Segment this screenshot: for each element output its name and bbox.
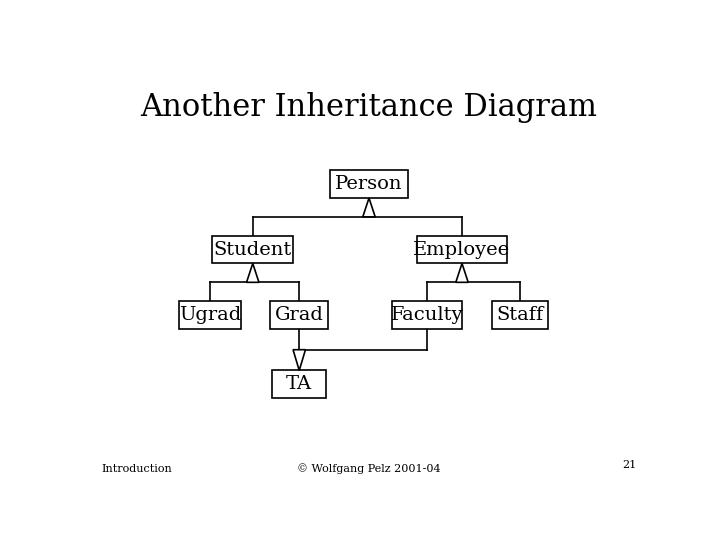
Text: Another Inheritance Diagram: Another Inheritance Diagram <box>140 92 598 123</box>
Bar <box>418 236 507 264</box>
Text: Person: Person <box>336 175 402 193</box>
Polygon shape <box>293 350 305 370</box>
Text: Ugrad: Ugrad <box>179 306 241 324</box>
Text: Student: Student <box>214 241 292 259</box>
Text: Grad: Grad <box>275 306 324 324</box>
Bar <box>179 301 241 329</box>
Bar <box>212 236 294 264</box>
Text: TA: TA <box>286 375 312 393</box>
Text: © Wolfgang Pelz 2001-04: © Wolfgang Pelz 2001-04 <box>297 464 441 475</box>
Text: Staff: Staff <box>497 306 544 324</box>
Polygon shape <box>246 264 259 282</box>
Bar <box>330 170 408 198</box>
Text: Employee: Employee <box>413 241 510 259</box>
Bar <box>272 370 326 398</box>
Bar <box>270 301 328 329</box>
Polygon shape <box>363 198 375 217</box>
Polygon shape <box>456 264 468 282</box>
Bar <box>392 301 462 329</box>
Text: Faculty: Faculty <box>391 306 464 324</box>
Text: Introduction: Introduction <box>102 464 172 474</box>
Text: 21: 21 <box>622 460 636 470</box>
Bar <box>492 301 548 329</box>
